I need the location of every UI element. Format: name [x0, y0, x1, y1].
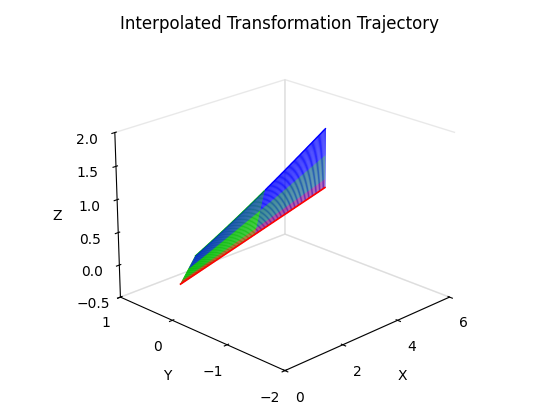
Title: Interpolated Transformation Trajectory: Interpolated Transformation Trajectory [120, 15, 440, 33]
Y-axis label: Y: Y [163, 369, 171, 383]
X-axis label: X: X [398, 369, 407, 383]
